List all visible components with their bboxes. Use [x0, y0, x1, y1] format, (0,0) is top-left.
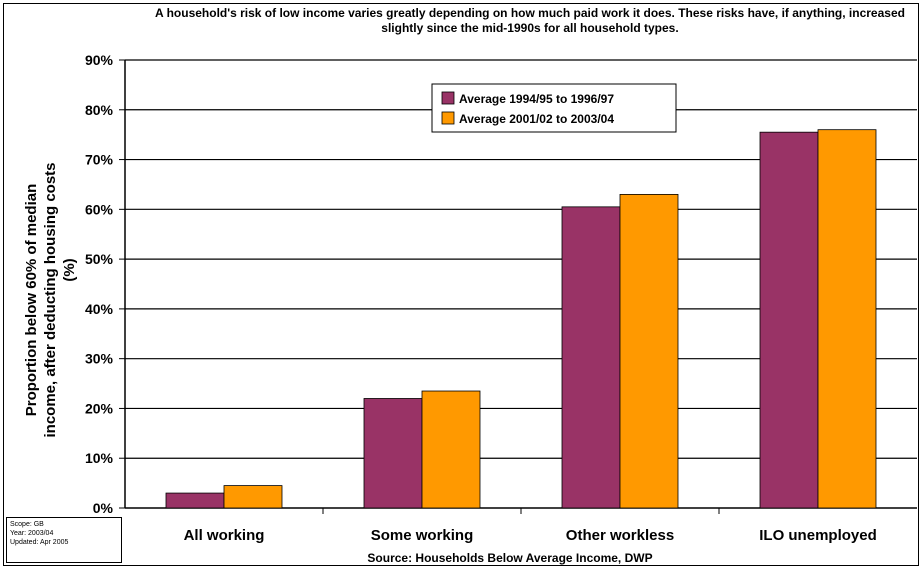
y-tick-label: 20%: [85, 400, 114, 416]
y-tick-label: 80%: [85, 102, 114, 118]
bar: [759, 131, 819, 509]
y-axis-label-line2: income, after deducting housing costs: [42, 162, 59, 437]
meta-scope: Scope: GB: [10, 521, 44, 528]
x-tick-label: Other workless: [566, 527, 674, 544]
y-tick-label: 30%: [85, 351, 114, 367]
y-tick-label: 90%: [85, 52, 114, 68]
y-axis-label-line3: (%): [61, 258, 78, 281]
bar: [619, 193, 679, 509]
chart-frame: [3, 3, 919, 566]
bar: [817, 129, 877, 509]
chart-title: A household's risk of low income varies …: [155, 6, 905, 35]
x-tick-label: Some working: [371, 527, 474, 544]
y-tick-label: 10%: [85, 450, 114, 466]
legend-swatch: [441, 91, 455, 105]
x-tick-label: ILO unemployed: [759, 527, 877, 544]
meta-year: Year: 2003/04: [10, 530, 54, 537]
legend-box: [431, 83, 677, 133]
legend-swatch: [441, 111, 455, 125]
y-tick-label: 40%: [85, 301, 114, 317]
meta-updated: Updated: Apr 2005: [10, 539, 69, 546]
bar: [223, 485, 283, 509]
legend-label: Average 1994/95 to 1996/97: [459, 92, 614, 106]
bar: [165, 492, 225, 509]
bar: [363, 398, 423, 509]
x-tick-label: All working: [184, 527, 265, 544]
y-tick-label: 70%: [85, 152, 114, 168]
y-tick-label: 60%: [85, 201, 114, 217]
bar: [561, 206, 621, 509]
bar: [421, 390, 481, 509]
source-note: Source: Households Below Average Income,…: [367, 551, 653, 565]
y-tick-label: 50%: [85, 251, 114, 267]
legend-label: Average 2001/02 to 2003/04: [459, 112, 614, 126]
y-axis-label-line1: Proportion below 60% of median: [23, 184, 40, 417]
metadata-box: Scope: GB Year: 2003/04 Updated: Apr 200…: [6, 517, 122, 563]
y-tick-label: 0%: [93, 500, 114, 516]
